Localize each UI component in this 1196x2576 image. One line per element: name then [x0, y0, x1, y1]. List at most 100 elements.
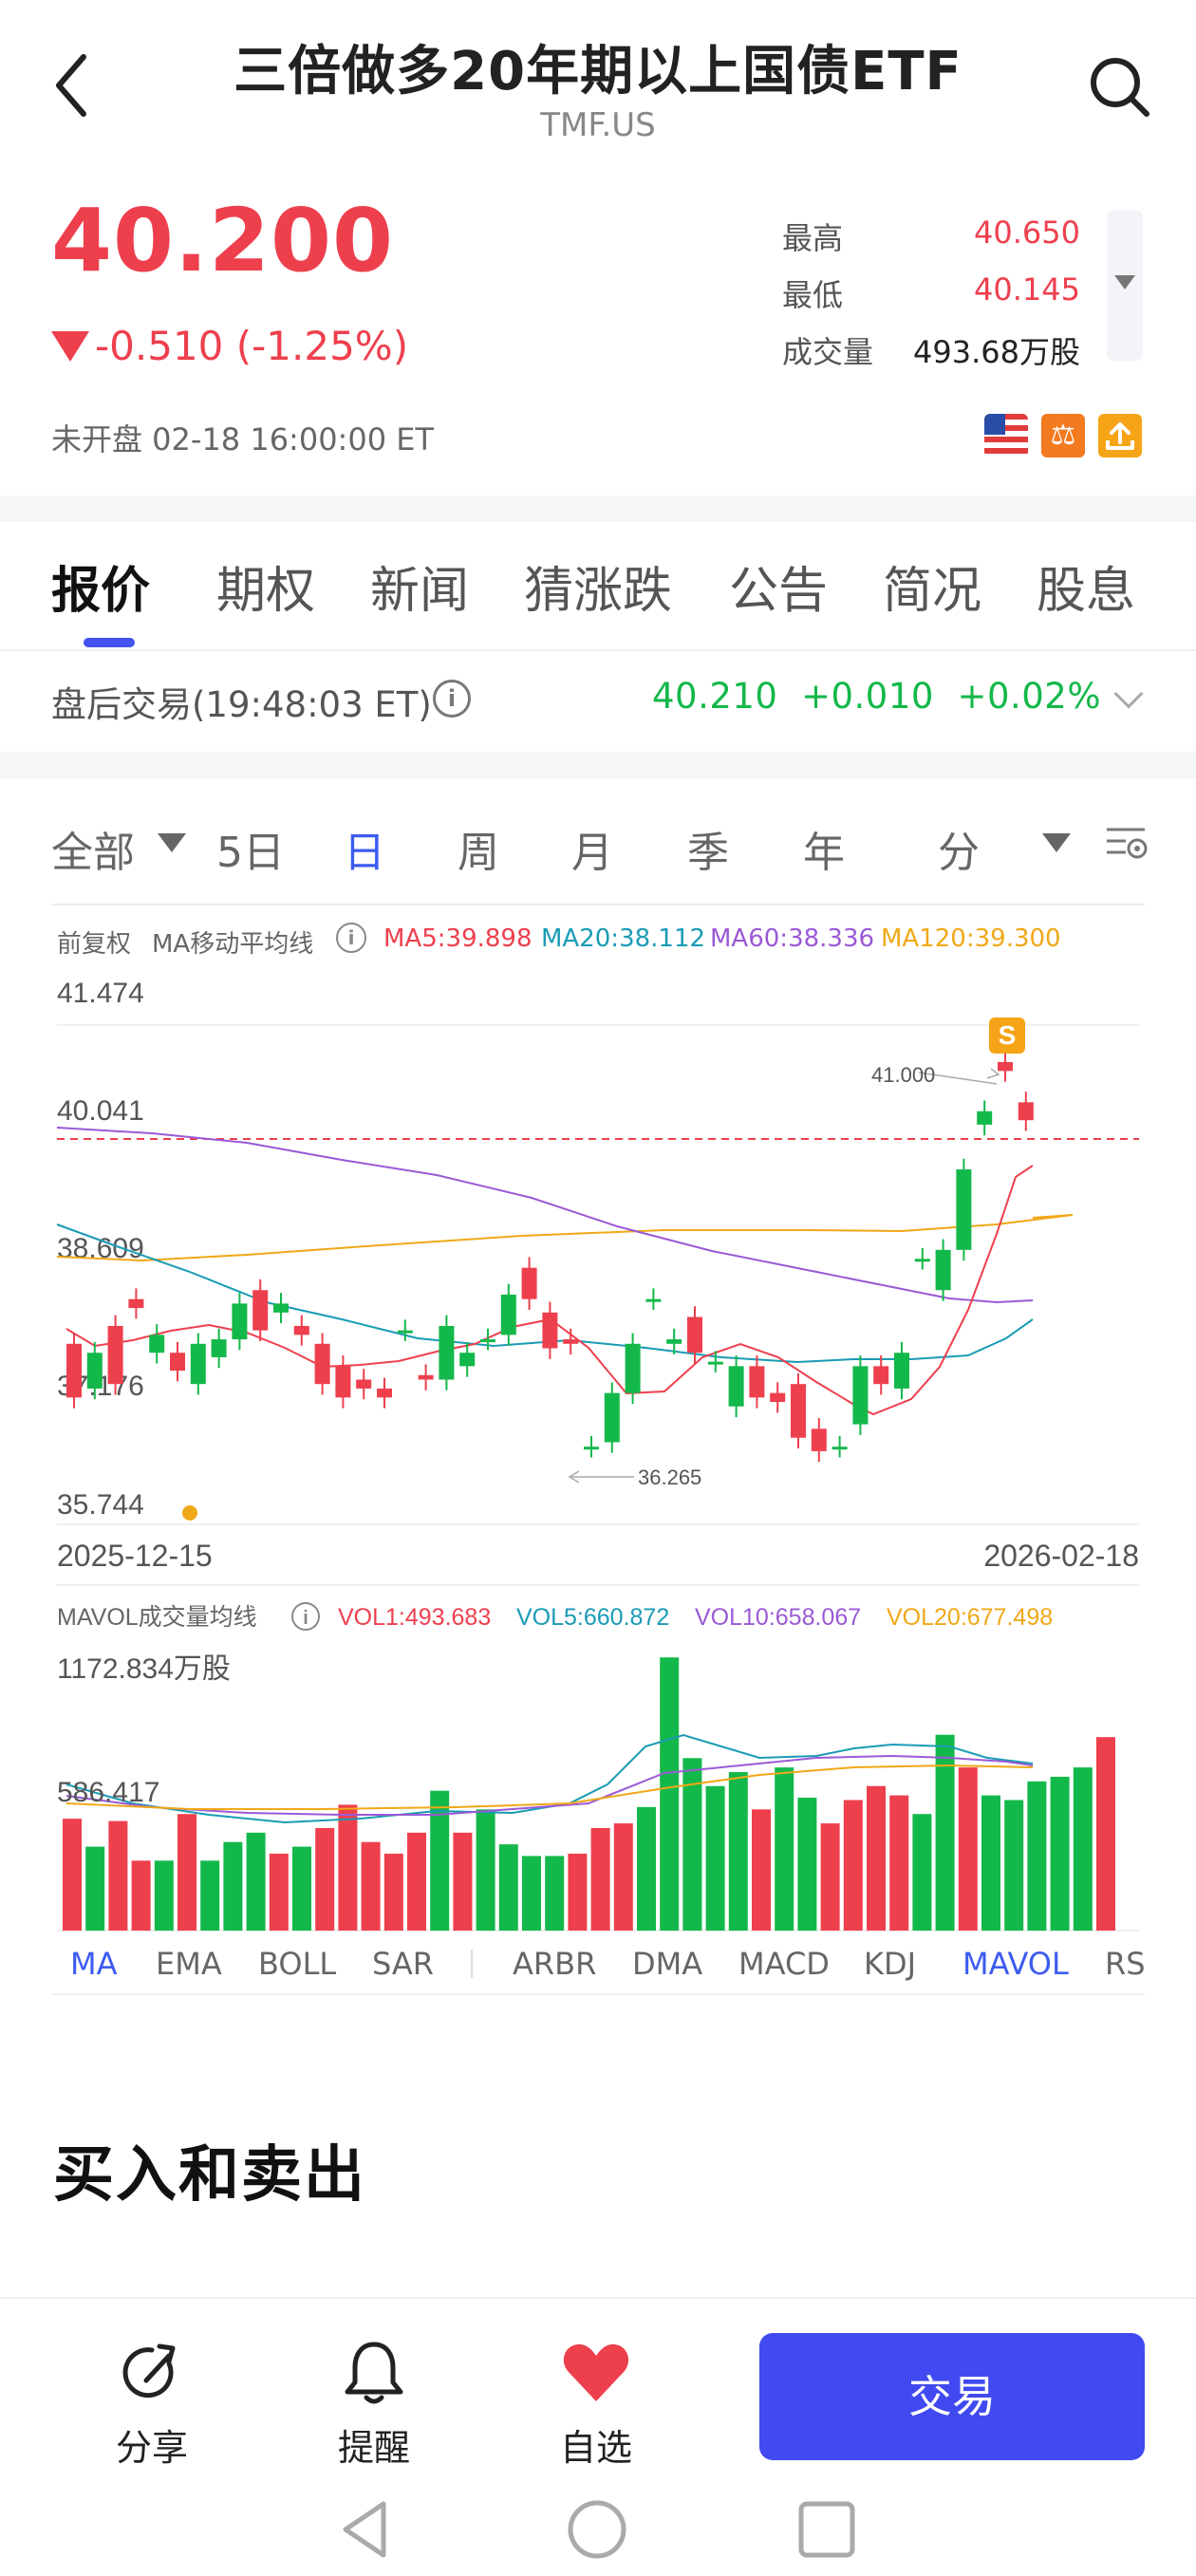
settings-icon — [1107, 828, 1148, 859]
candle-body — [66, 1343, 82, 1398]
period-month[interactable]: 月 — [571, 829, 613, 877]
share-button[interactable] — [85, 2335, 218, 2415]
candle-body — [170, 1353, 185, 1372]
after-hours-label: 盘后交易(19:48:03 ET) — [51, 684, 432, 725]
candle-body — [935, 1249, 951, 1291]
candle-body — [107, 1325, 123, 1385]
volume-bar — [269, 1853, 289, 1931]
vol5-value: VOL5:660.872 — [516, 1604, 669, 1631]
volume-bar — [545, 1856, 565, 1931]
ma60-line — [56, 1127, 1034, 1304]
volume-bar — [590, 1827, 610, 1931]
trade-button[interactable]: 交易 — [759, 2333, 1145, 2460]
chevron-down-icon[interactable] — [1113, 679, 1144, 709]
info-icon[interactable] — [291, 1602, 320, 1631]
indicator-boll[interactable]: BOLL — [258, 1946, 337, 1982]
period-week[interactable]: 周 — [458, 829, 499, 877]
info-icon[interactable]: i — [433, 680, 471, 718]
caret-down-icon[interactable] — [158, 833, 186, 852]
s-marker-icon[interactable] — [989, 1017, 1025, 1054]
volume-bar — [498, 1844, 518, 1931]
alert-label: 提醒 — [337, 2427, 410, 2469]
nav-home-button[interactable] — [564, 2496, 630, 2567]
tab-quote[interactable]: 报价 — [51, 563, 151, 620]
volume-bar — [154, 1860, 174, 1931]
chart-settings-button[interactable] — [1103, 818, 1150, 869]
tab-announcements[interactable]: 公告 — [729, 563, 829, 620]
ma60-value: MA60:38.336 — [710, 924, 875, 953]
recents-square-icon — [798, 2501, 855, 2558]
candle-body — [232, 1303, 248, 1340]
search-button[interactable] — [1086, 53, 1152, 120]
period-day[interactable]: 日 — [344, 829, 385, 877]
tab-options[interactable]: 期权 — [216, 563, 316, 620]
candle-body — [563, 1339, 579, 1344]
price-axis-label: 41.474 — [57, 978, 144, 1009]
high-label: 最高 — [782, 220, 844, 256]
market-status: 未开盘 02-18 16:00:00 ET — [51, 421, 434, 457]
volume-bar — [797, 1798, 817, 1931]
candle-body — [314, 1343, 330, 1385]
period-all[interactable]: 全部 — [51, 829, 135, 877]
indicator-macd[interactable]: MACD — [738, 1946, 830, 1982]
volume-bar — [981, 1795, 1000, 1931]
ma-indicator-name: MA移动平均线 — [152, 930, 314, 959]
candle-body — [749, 1366, 765, 1398]
watchlist-button[interactable] — [530, 2335, 663, 2415]
down-triangle-icon — [51, 331, 89, 362]
event-dot-icon[interactable] — [182, 1505, 197, 1521]
volume-bar — [1073, 1767, 1093, 1931]
candle-body — [604, 1392, 620, 1443]
tab-news[interactable]: 新闻 — [370, 563, 470, 620]
indicator-ma[interactable]: MA — [70, 1946, 118, 1982]
tab-guess[interactable]: 猜涨跌 — [524, 563, 673, 620]
alert-button[interactable] — [308, 2335, 440, 2415]
candle-body — [500, 1294, 516, 1335]
candles — [66, 1051, 1034, 1463]
tab-dividends[interactable]: 股息 — [1037, 563, 1136, 620]
nav-recents-button[interactable] — [794, 2496, 860, 2567]
indicator-mavol[interactable]: MAVOL — [962, 1946, 1069, 1982]
expand-stats-button[interactable] — [1107, 211, 1143, 361]
indicator-dma[interactable]: DMA — [632, 1946, 703, 1982]
upload-badge-icon[interactable] — [1098, 414, 1142, 457]
kline-chart[interactable]: 41.474 40.041 38.609 37.176 35.744 2025-… — [0, 949, 1196, 1936]
candle-body — [728, 1366, 744, 1407]
nav-back-button[interactable] — [334, 2496, 401, 2567]
volume-bar — [246, 1832, 266, 1931]
section-title: 买入和卖出 — [53, 2140, 366, 2211]
arrow-icon — [568, 1470, 580, 1484]
after-hours-change: +0.010 — [800, 676, 934, 717]
search-icon — [1091, 58, 1149, 117]
period-year[interactable]: 年 — [803, 829, 845, 877]
candle-body — [439, 1325, 455, 1380]
candle-body — [418, 1374, 434, 1380]
after-hours-quote[interactable]: 40.210 +0.010 +0.02% — [652, 676, 1101, 717]
margin-badge-icon[interactable]: ⚖ — [1041, 414, 1085, 457]
volume-bar — [361, 1841, 381, 1931]
candle-body — [293, 1325, 309, 1335]
candle-body — [521, 1267, 537, 1299]
vol-ma10-line — [65, 1754, 1034, 1816]
vol-axis-mid: 586.417 — [57, 1777, 159, 1808]
caret-down-icon[interactable] — [1042, 833, 1071, 852]
adjust-mode[interactable]: 前复权 — [57, 930, 132, 959]
tab-profile[interactable]: 简况 — [883, 563, 982, 620]
indicator-arbr[interactable]: ARBR — [513, 1946, 597, 1982]
candle-body — [645, 1298, 662, 1302]
volume-bar — [912, 1814, 932, 1931]
indicator-ema[interactable]: EMA — [156, 1946, 222, 1982]
info-icon[interactable]: i — [336, 923, 366, 953]
indicator-kdj[interactable]: KDJ — [864, 1946, 917, 1982]
candle-body — [86, 1353, 103, 1389]
period-minute[interactable]: 分 — [938, 829, 980, 877]
period-5day[interactable]: 5日 — [216, 829, 285, 877]
period-quarter[interactable]: 季 — [687, 829, 729, 877]
indicator-rs[interactable]: RS — [1105, 1946, 1146, 1982]
back-button[interactable] — [46, 47, 103, 123]
price-axis-label: 35.744 — [57, 1489, 144, 1521]
volume-bar — [775, 1767, 794, 1931]
volume-bar — [613, 1823, 633, 1931]
indicator-sar[interactable]: SAR — [372, 1946, 435, 1982]
ma120-line — [56, 1214, 1074, 1262]
